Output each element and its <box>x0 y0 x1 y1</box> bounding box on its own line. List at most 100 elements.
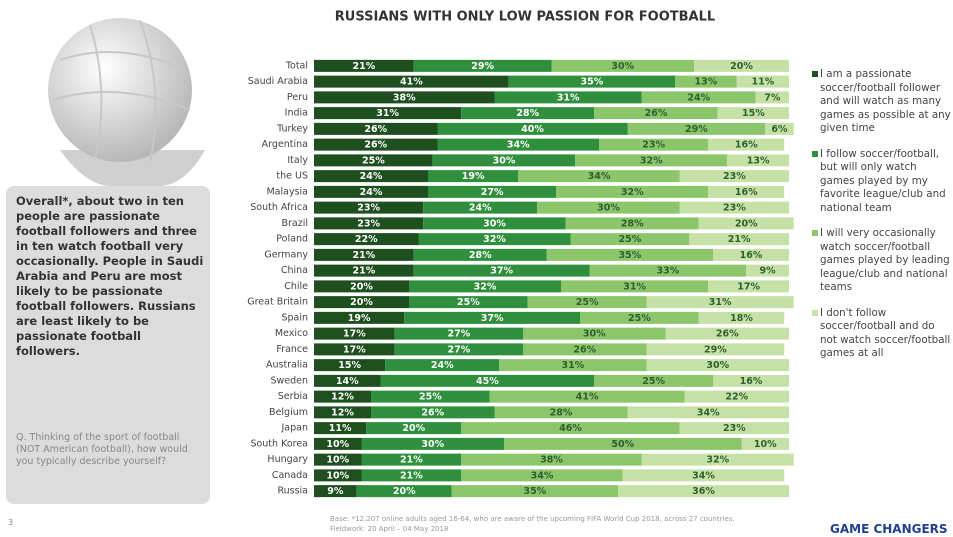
bar-segment <box>413 248 547 261</box>
data-label: 16% <box>740 376 763 387</box>
bar-segment <box>428 185 557 198</box>
data-label: 11% <box>329 423 352 434</box>
data-label: 16% <box>735 187 758 198</box>
data-label: 24% <box>360 171 383 182</box>
y-tick-label: China <box>281 265 308 276</box>
bar-segment <box>727 154 789 167</box>
legend-label: I follow soccer/football, but will only … <box>820 147 946 214</box>
data-label: 29% <box>471 61 494 72</box>
bar-segment <box>314 170 428 183</box>
legend-item: I don't follow soccer/football and do no… <box>812 307 952 361</box>
bar-segment <box>765 122 794 135</box>
bar-segment <box>694 59 789 72</box>
bar-segment <box>698 217 794 230</box>
bar-segment <box>646 296 794 309</box>
y-tick-label: Belgium <box>269 407 308 418</box>
bar-segment <box>314 233 419 246</box>
bar-segment <box>371 390 490 403</box>
data-label: 10% <box>754 439 777 450</box>
data-label: 17% <box>343 329 366 340</box>
bar-segment <box>409 296 528 309</box>
data-label: 26% <box>364 140 387 151</box>
data-label: 31% <box>376 108 399 119</box>
data-label: 21% <box>353 250 376 261</box>
bar-segment <box>418 233 571 246</box>
bar-segment <box>461 469 623 482</box>
bar-segment <box>570 233 690 246</box>
y-tick-label: Spain <box>281 312 308 323</box>
bar-segment <box>371 406 495 419</box>
bar-segment <box>698 311 785 324</box>
bar-segment <box>423 217 566 230</box>
bar-segment <box>575 154 728 167</box>
y-tick-label: Malaysia <box>266 186 308 197</box>
legend-item: I will very occasionally watch soccer/fo… <box>812 227 952 295</box>
bar-segment <box>736 75 789 88</box>
data-label: 6% <box>771 124 788 135</box>
data-label: 26% <box>364 124 387 135</box>
data-label: 37% <box>481 313 504 324</box>
y-tick-label: Italy <box>287 155 308 166</box>
bar-segment <box>589 264 747 277</box>
y-tick-label: South Africa <box>250 202 308 213</box>
data-label: 7% <box>764 92 781 103</box>
bar-segment <box>380 374 595 387</box>
data-label: 20% <box>393 486 416 497</box>
bar-segment <box>314 138 438 151</box>
bar-segment <box>537 201 680 214</box>
bar-segment <box>361 453 462 466</box>
summary: Overall*, about two in ten people are pa… <box>16 194 204 358</box>
bar-segment <box>314 327 395 340</box>
data-label: 30% <box>483 218 506 229</box>
data-label: 26% <box>716 329 739 340</box>
data-label: 10% <box>326 439 349 450</box>
question: Q. Thinking of the sport of football (NO… <box>16 432 188 467</box>
bar-segment <box>679 201 789 214</box>
data-label: 21% <box>400 455 423 466</box>
data-label: 25% <box>628 313 651 324</box>
bar-segment <box>556 185 709 198</box>
bar-segment <box>394 327 523 340</box>
sidebar-box <box>6 186 210 504</box>
bar-segment <box>423 201 538 214</box>
data-label: 14% <box>336 376 359 387</box>
data-label: 20% <box>350 297 373 308</box>
data-label: 25% <box>619 234 642 245</box>
data-label: 25% <box>576 297 599 308</box>
y-tick-label: Canada <box>272 470 308 481</box>
bar-segment <box>314 201 424 214</box>
data-label: 30% <box>706 360 729 371</box>
data-label: 17% <box>737 281 760 292</box>
data-label: 28% <box>621 218 644 229</box>
data-label: 46% <box>559 423 582 434</box>
data-label: 20% <box>402 423 425 434</box>
bar-segment <box>713 248 789 261</box>
data-label: 28% <box>469 250 492 261</box>
data-label: 32% <box>483 234 506 245</box>
data-label: 35% <box>619 250 642 261</box>
data-label: 27% <box>448 329 471 340</box>
data-label: 30% <box>597 203 620 214</box>
y-tick-label: India <box>285 108 308 119</box>
data-label: 19% <box>348 313 371 324</box>
y-tick-label: Russia <box>277 486 308 497</box>
bar-segment <box>461 422 680 435</box>
y-tick-label: Mexico <box>275 328 308 339</box>
data-label: 25% <box>419 392 442 403</box>
bar-segment <box>755 91 789 104</box>
data-label: 26% <box>421 407 444 418</box>
bar-segment <box>461 107 595 120</box>
bar-segment <box>314 359 386 372</box>
y-tick-label: Argentina <box>262 139 308 150</box>
data-label: 32% <box>474 281 497 292</box>
bar-segment <box>641 453 794 466</box>
bar-segment <box>523 343 647 356</box>
y-tick-label: Germany <box>264 249 308 260</box>
data-label: 30% <box>421 439 444 450</box>
data-label: 37% <box>490 266 513 277</box>
bar-segment <box>314 343 395 356</box>
data-label: 21% <box>353 266 376 277</box>
bar-segment <box>565 217 699 230</box>
